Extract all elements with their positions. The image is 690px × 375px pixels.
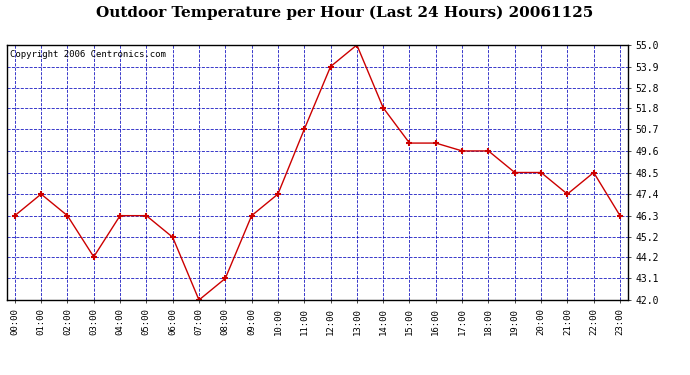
Text: Outdoor Temperature per Hour (Last 24 Hours) 20061125: Outdoor Temperature per Hour (Last 24 Ho… bbox=[97, 6, 593, 20]
Text: Copyright 2006 Centronics.com: Copyright 2006 Centronics.com bbox=[10, 50, 166, 59]
